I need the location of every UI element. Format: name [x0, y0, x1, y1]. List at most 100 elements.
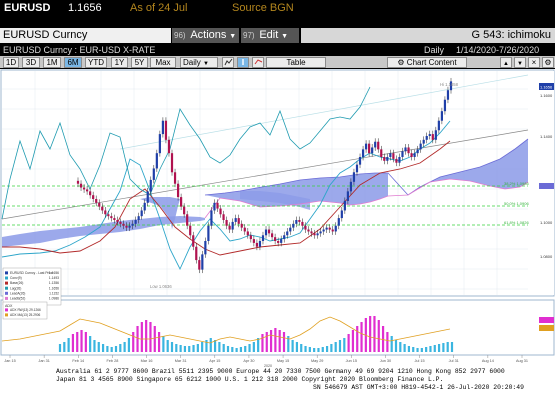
date-tick-label: Jan 15	[4, 359, 15, 363]
adx-bar	[80, 330, 82, 352]
range-button-6m[interactable]: 6M	[64, 57, 82, 68]
edit-number: 97)	[243, 31, 255, 40]
candle-body	[238, 218, 240, 224]
candle-body	[344, 201, 346, 211]
legend-label: EURUSD Curncy - Last Price	[10, 271, 53, 275]
range-button-5y[interactable]: 5Y	[131, 57, 148, 68]
gear-icon: ⚙	[397, 58, 404, 67]
candle-body	[77, 181, 79, 184]
candle-body	[274, 237, 276, 241]
candle-body	[101, 207, 103, 211]
candle-body	[165, 121, 167, 140]
low-annotation: Low 1.0636	[150, 284, 172, 289]
price-tick-label: 1.1600	[540, 93, 553, 98]
adx-bar	[201, 342, 203, 352]
candle-body	[441, 111, 443, 121]
price-tick-label: 1.1000	[540, 220, 553, 225]
candle-body	[135, 220, 137, 224]
candle-body	[222, 214, 224, 220]
chart-area[interactable]: 38.2% 1.0986 50.0% 1.0906 61.8% 1.0826 Hi …	[0, 69, 555, 370]
line-style-button[interactable]	[222, 57, 234, 68]
zoom-in-icon: ▲	[503, 61, 509, 67]
function-title: G 543: ichimoku	[301, 28, 555, 43]
date-tick-label: Jul 15	[415, 359, 425, 363]
line-chart-icon	[224, 58, 233, 66]
settings-button[interactable]: ⚙	[542, 57, 554, 68]
candle-body	[253, 239, 255, 243]
adx-bar	[343, 338, 345, 352]
adx-legend-label: ADX RW(13) 29.1266	[10, 308, 41, 312]
adx-bar	[447, 342, 449, 352]
legend-swatch	[5, 271, 8, 274]
adx-bar	[274, 328, 276, 352]
last-price: 1.1656	[68, 2, 102, 14]
candle-body	[262, 235, 264, 241]
edit-menu[interactable]: 97) Edit ▼	[241, 28, 299, 43]
adx-bar	[283, 332, 285, 352]
as-of-date: As of 24 Jul	[130, 2, 187, 14]
candle-body	[147, 191, 149, 202]
close-chart-button[interactable]: ×	[528, 57, 540, 68]
candle-body	[213, 203, 215, 211]
chart-content-button[interactable]: ⚙ Chart Content	[387, 57, 467, 68]
range-label: 3D	[26, 58, 36, 67]
adx-bar	[136, 326, 138, 352]
security-field[interactable]: EURUSD Curncy	[0, 28, 171, 43]
candle-body	[398, 157, 400, 163]
candle-body	[350, 182, 352, 192]
candle-body	[356, 165, 358, 173]
range-button-1y[interactable]: 1Y	[111, 57, 128, 68]
zoom-out-button[interactable]: ▼	[514, 57, 526, 68]
price-chart[interactable]: 38.2% 1.0986 50.0% 1.0906 61.8% 1.0826 Hi …	[0, 69, 555, 370]
adx-current-marker	[539, 317, 554, 323]
date-tick-label: Jan 31	[38, 359, 49, 363]
adx-bar	[132, 332, 134, 352]
legend-value: 1.1656	[49, 271, 59, 275]
edit-label: Edit	[259, 29, 278, 41]
gear-icon: ⚙	[544, 58, 551, 67]
candle-body	[110, 216, 112, 218]
security-name: EURUSD Curncy	[3, 29, 87, 41]
candle-body	[150, 180, 152, 191]
zoom-in-button[interactable]: ▲	[500, 57, 512, 68]
candle-body	[359, 157, 361, 165]
actions-menu[interactable]: 96) Actions ▼	[172, 28, 239, 43]
adx-bar	[89, 336, 91, 352]
candle-body	[298, 220, 300, 222]
range-label: 1D	[6, 58, 16, 67]
candle-body	[316, 233, 318, 235]
subtitle-bar: EURUSD Curncy : EUR-USD X-RATE Daily 1/1…	[0, 44, 555, 56]
date-tick-label: Aug 31	[516, 359, 528, 363]
legend-value: 1.1356	[49, 281, 59, 285]
candle-body	[153, 168, 155, 179]
range-button-ytd[interactable]: YTD	[85, 57, 107, 68]
bar-style-button[interactable]	[237, 57, 249, 68]
candle-body	[301, 222, 303, 226]
candle-body	[210, 210, 212, 225]
range-label: 5Y	[135, 58, 145, 67]
range-button-1d[interactable]: 1D	[3, 57, 19, 68]
close-icon: ×	[532, 58, 537, 67]
legend-label: Base(26)	[10, 281, 23, 285]
fib-label: 50.0% 1.0906	[504, 201, 529, 206]
range-button-3d[interactable]: 3D	[22, 57, 40, 68]
adx-bar	[59, 344, 61, 352]
candle-body	[80, 184, 82, 188]
candle-body	[307, 230, 309, 232]
adx-bar	[154, 326, 156, 352]
candle-body	[265, 230, 267, 236]
candle-body	[241, 224, 243, 228]
frequency-select[interactable]: Daily ▼	[180, 57, 218, 68]
footer: Australia 61 2 9777 8600 Brazil 5511 239…	[0, 368, 555, 400]
candle-body	[171, 153, 173, 172]
candle-body	[98, 203, 100, 207]
range-button-1m[interactable]: 1M	[43, 57, 61, 68]
candle-body	[417, 149, 419, 153]
table-button[interactable]: Table	[266, 57, 326, 68]
compare-button[interactable]	[252, 57, 264, 68]
candle-body	[341, 210, 343, 218]
candle-body	[116, 220, 118, 222]
candle-body	[320, 231, 322, 233]
candle-body	[95, 199, 97, 203]
range-button-max[interactable]: Max	[150, 57, 176, 68]
